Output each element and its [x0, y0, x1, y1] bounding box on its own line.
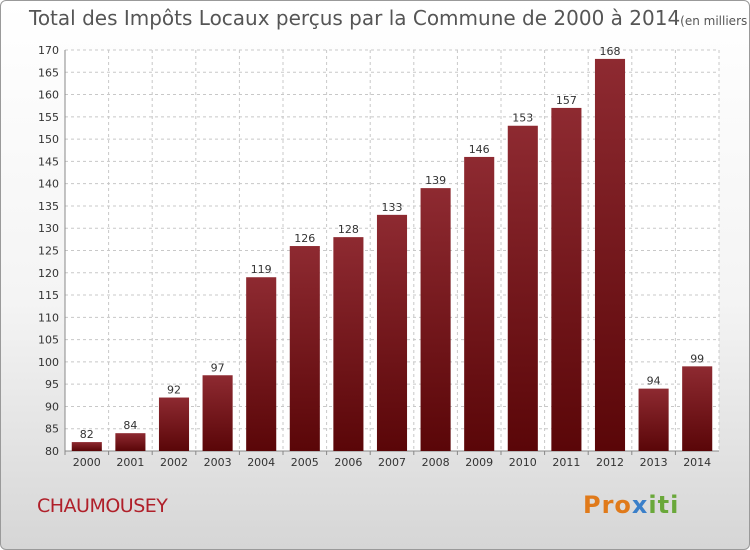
bar	[420, 188, 451, 451]
value-label: 168	[600, 45, 621, 58]
y-tick-label: 85	[45, 423, 59, 436]
y-tick-label: 140	[38, 178, 59, 191]
bar	[246, 277, 277, 451]
y-tick-label: 110	[38, 311, 59, 324]
logo-part-1: Pro	[583, 491, 632, 519]
y-tick-label: 135	[38, 200, 59, 213]
x-tick-label: 2010	[509, 456, 537, 469]
y-tick-label: 120	[38, 267, 59, 280]
bar	[333, 237, 364, 451]
x-tick-label: 2006	[334, 456, 362, 469]
bar	[289, 246, 320, 451]
x-tick-label: 2013	[640, 456, 668, 469]
value-label: 92	[167, 384, 181, 397]
x-tick-label: 2001	[116, 456, 144, 469]
x-tick-label: 2009	[465, 456, 493, 469]
x-tick-label: 2002	[160, 456, 188, 469]
value-label: 94	[647, 375, 661, 388]
value-label: 82	[80, 428, 94, 441]
bar	[202, 375, 233, 451]
proxiti-logo: Proxiti	[583, 491, 679, 519]
commune-name: CHAUMOUSEY	[37, 495, 168, 517]
y-tick-label: 80	[45, 445, 59, 458]
bar	[594, 58, 626, 452]
value-label: 153	[512, 112, 533, 125]
chart-title: Total des Impôts Locaux perçus par la Co…	[29, 6, 681, 30]
value-label: 133	[382, 201, 403, 214]
value-label: 126	[294, 232, 315, 245]
value-label: 97	[211, 361, 225, 374]
x-tick-label: 2014	[683, 456, 711, 469]
x-tick-label: 2012	[596, 456, 624, 469]
value-label: 119	[251, 263, 272, 276]
y-tick-label: 115	[38, 289, 59, 302]
y-tick-label: 100	[38, 356, 59, 369]
x-tick-label: 2005	[291, 456, 319, 469]
y-tick-label: 165	[38, 66, 59, 79]
y-tick-label: 130	[38, 222, 59, 235]
y-tick-label: 105	[38, 334, 59, 347]
x-tick-label: 2011	[552, 456, 580, 469]
bar	[376, 214, 408, 451]
value-label: 128	[338, 223, 359, 236]
bar	[507, 125, 538, 451]
bar	[682, 366, 713, 451]
value-label: 139	[425, 174, 446, 187]
bar	[551, 107, 582, 451]
value-label: 99	[690, 352, 704, 365]
logo-part-3: iti	[648, 491, 680, 519]
x-tick-label: 2007	[378, 456, 406, 469]
bar	[115, 433, 146, 451]
title-row: Total des Impôts Locaux perçus par la Co…	[29, 6, 749, 30]
y-tick-label: 125	[38, 245, 59, 258]
y-tick-label: 150	[38, 133, 59, 146]
x-tick-label: 2003	[204, 456, 232, 469]
value-label: 146	[469, 143, 490, 156]
value-label: 84	[123, 419, 137, 432]
bar	[158, 397, 190, 451]
y-tick-label: 145	[38, 155, 59, 168]
y-tick-label: 95	[45, 378, 59, 391]
chart-unit: (en milliers d'€)	[680, 14, 749, 28]
y-tick-label: 90	[45, 400, 59, 413]
y-tick-label: 155	[38, 111, 59, 124]
y-tick-label: 160	[38, 89, 59, 102]
x-tick-label: 2000	[73, 456, 101, 469]
x-tick-label: 2004	[247, 456, 275, 469]
value-label: 157	[556, 94, 577, 107]
y-tick-label: 170	[38, 44, 59, 57]
bar	[464, 156, 495, 451]
x-tick-label: 2008	[422, 456, 450, 469]
bar	[71, 442, 102, 451]
bar	[638, 388, 669, 451]
logo-part-2: x	[631, 491, 649, 519]
